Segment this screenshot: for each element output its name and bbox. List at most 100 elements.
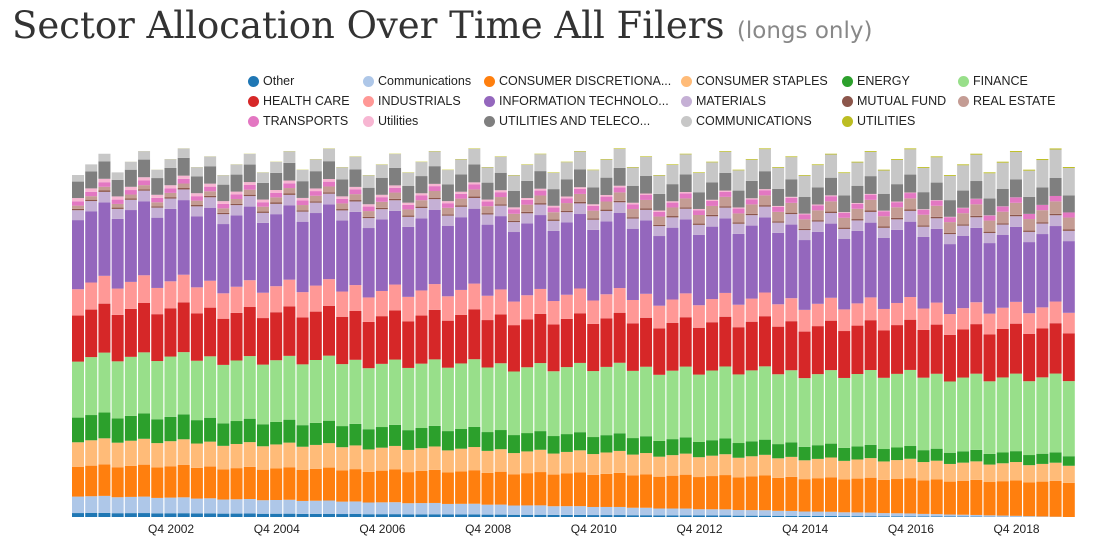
bar-segment[interactable] [930, 302, 943, 325]
bar-segment[interactable] [323, 513, 336, 517]
bar-segment[interactable] [838, 447, 851, 461]
bar-segment[interactable] [983, 453, 996, 465]
bar-segment[interactable] [692, 172, 705, 193]
bar-segment[interactable] [1023, 231, 1036, 243]
bar-segment[interactable] [917, 167, 930, 193]
bar-segment[interactable] [772, 206, 785, 212]
bar-segment[interactable] [904, 174, 917, 193]
bar-segment[interactable] [587, 205, 600, 211]
bar-segment[interactable] [785, 476, 798, 511]
bar-segment[interactable] [362, 471, 375, 503]
bar-segment[interactable] [626, 218, 639, 229]
bar-segment[interactable] [349, 156, 362, 170]
bar-segment[interactable] [362, 429, 375, 450]
bar-segment[interactable] [679, 192, 692, 194]
bar-segment[interactable] [600, 177, 613, 195]
bar-segment[interactable] [587, 229, 600, 301]
bar-segment[interactable] [785, 370, 798, 443]
bar-segment[interactable] [521, 164, 534, 181]
bar-segment[interactable] [811, 326, 824, 375]
bar-segment[interactable] [917, 377, 930, 451]
bar-segment[interactable] [1049, 226, 1062, 302]
bar-segment[interactable] [534, 215, 547, 289]
bar-segment[interactable] [481, 504, 494, 515]
bar-segment[interactable] [283, 467, 296, 500]
bar-segment[interactable] [217, 423, 230, 446]
bar-segment[interactable] [362, 297, 375, 322]
bar-segment[interactable] [640, 193, 653, 195]
bar-segment[interactable] [124, 199, 137, 211]
bar-segment[interactable] [891, 184, 904, 202]
bar-segment[interactable] [1062, 241, 1075, 313]
bar-segment[interactable] [547, 189, 560, 206]
bar-segment[interactable] [574, 214, 587, 289]
bar-segment[interactable] [138, 180, 151, 186]
bar-segment[interactable] [190, 205, 203, 207]
bar-segment[interactable] [362, 228, 375, 298]
bar-segment[interactable] [626, 300, 639, 324]
bar-segment[interactable] [283, 513, 296, 517]
bar-segment[interactable] [468, 514, 481, 517]
bar-segment[interactable] [851, 459, 864, 479]
bar-segment[interactable] [772, 458, 785, 478]
bar-segment[interactable] [98, 191, 111, 203]
bar-segment[interactable] [838, 239, 851, 310]
bar-segment[interactable] [151, 197, 164, 203]
bar-segment[interactable] [138, 201, 151, 276]
bar-segment[interactable] [640, 366, 653, 437]
bar-segment[interactable] [177, 178, 190, 184]
bar-segment[interactable] [375, 514, 388, 517]
bar-segment[interactable] [587, 210, 600, 219]
bar-segment[interactable] [468, 470, 481, 504]
bar-segment[interactable] [309, 444, 322, 469]
bar-segment[interactable] [851, 516, 864, 517]
bar-segment[interactable] [772, 304, 785, 327]
bar-segment[interactable] [851, 203, 864, 209]
bar-segment[interactable] [494, 363, 507, 431]
bar-segment[interactable] [758, 217, 771, 293]
bar-segment[interactable] [494, 514, 507, 517]
bar-segment[interactable] [825, 515, 838, 517]
bar-segment[interactable] [798, 197, 811, 214]
bar-segment[interactable] [85, 496, 98, 513]
bar-segment[interactable] [679, 515, 692, 517]
bar-segment[interactable] [957, 190, 970, 208]
bar-segment[interactable] [349, 200, 362, 202]
bar-segment[interactable] [164, 356, 177, 417]
bar-segment[interactable] [85, 282, 98, 310]
bar-segment[interactable] [930, 200, 943, 206]
bar-segment[interactable] [111, 199, 124, 204]
bar-segment[interactable] [587, 515, 600, 517]
bar-segment[interactable] [560, 222, 573, 295]
bar-segment[interactable] [481, 320, 494, 368]
bar-segment[interactable] [323, 305, 336, 356]
bar-segment[interactable] [692, 208, 705, 211]
bar-segment[interactable] [309, 201, 322, 203]
bar-segment[interactable] [428, 446, 441, 470]
bar-segment[interactable] [547, 324, 560, 372]
bar-segment[interactable] [138, 189, 151, 191]
bar-segment[interactable] [640, 156, 653, 157]
bar-segment[interactable] [930, 157, 943, 183]
bar-segment[interactable] [732, 304, 745, 328]
bar-segment[interactable] [917, 480, 930, 514]
bar-segment[interactable] [772, 221, 785, 223]
bar-segment[interactable] [574, 187, 587, 189]
bar-segment[interactable] [600, 452, 613, 474]
bar-segment[interactable] [336, 316, 349, 365]
bar-segment[interactable] [243, 196, 256, 207]
bar-segment[interactable] [745, 370, 758, 442]
bar-segment[interactable] [679, 508, 692, 516]
bar-segment[interactable] [455, 503, 468, 515]
bar-segment[interactable] [1009, 151, 1022, 153]
bar-segment[interactable] [983, 464, 996, 483]
bar-segment[interactable] [626, 454, 639, 476]
bar-segment[interactable] [574, 432, 587, 451]
bar-segment[interactable] [560, 196, 573, 199]
bar-segment[interactable] [983, 482, 996, 516]
bar-segment[interactable] [507, 453, 520, 475]
bar-segment[interactable] [1023, 169, 1036, 171]
bar-segment[interactable] [626, 204, 639, 210]
bar-segment[interactable] [943, 200, 956, 217]
bar-segment[interactable] [507, 213, 520, 221]
